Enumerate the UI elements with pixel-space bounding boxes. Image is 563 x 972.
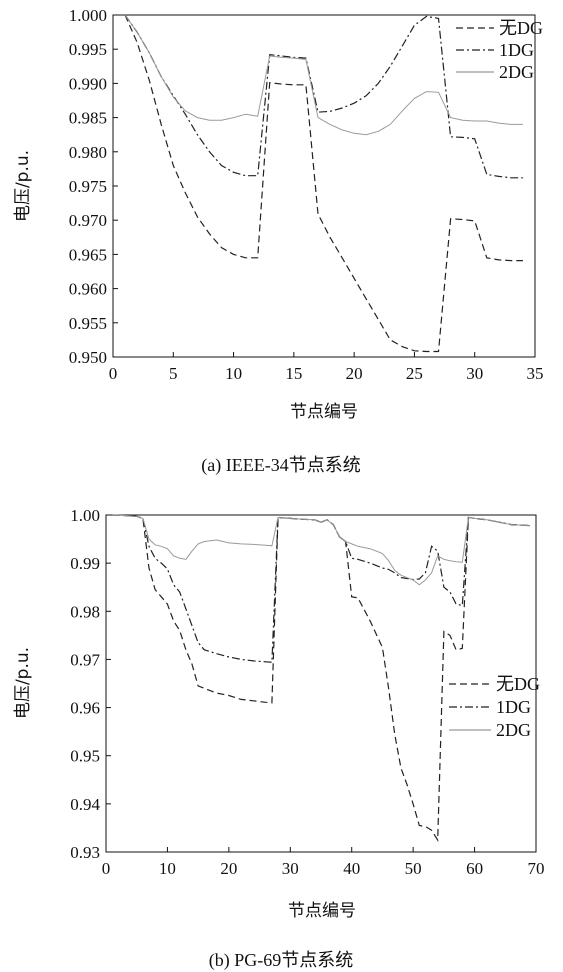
y-tick-label: 0.965 (69, 245, 107, 264)
series-line-2 (124, 14, 523, 179)
y-tick-label: 0.985 (69, 109, 107, 128)
legend-label: 2DG (496, 720, 531, 740)
x-tick-label: 20 (220, 859, 237, 878)
x-tick-label: 35 (527, 364, 544, 383)
x-tick-label: 20 (346, 364, 363, 383)
y-tick-label: 0.975 (69, 177, 107, 196)
y-tick-label: 0.96 (70, 699, 100, 718)
plot-frame (105, 514, 537, 853)
x-tick-label: 25 (406, 364, 423, 383)
x-tick-label: 15 (285, 364, 302, 383)
y-tick-label: 1.00 (70, 506, 100, 525)
x-tick-label: 40 (343, 859, 360, 878)
y-tick-label: 0.955 (69, 314, 107, 333)
y-tick-label: 0.93 (70, 843, 100, 862)
y-tick-label: 0.970 (69, 211, 107, 230)
chart-ieee34: 0.950 0.955 0.960 0.965 0.970 0.975 0.980 0.985… (13, 6, 544, 476)
x-tick-label: 0 (109, 364, 118, 383)
legend-label: 1DG (499, 40, 534, 60)
y-tick-label: 0.98 (70, 602, 100, 621)
x-tick-label: 30 (466, 364, 483, 383)
legend-label: 无DG (496, 674, 540, 694)
series-line-3 (112, 514, 530, 586)
y-axis: 0.950 0.955 0.960 0.965 0.970 0.975 0.980 0.985… (69, 6, 118, 367)
x-axis: 0 5 10 15 20 25 30 35 (109, 352, 544, 383)
x-tick-label: 10 (225, 364, 242, 383)
y-axis-label: 电压/p.u. (13, 647, 33, 719)
y-tick-label: 0.99 (70, 554, 100, 573)
y-axis: 0.93 0.94 0.95 0.96 0.97 0.98 0.99 1.00 (70, 506, 111, 862)
x-tick-label: 60 (466, 859, 483, 878)
chart-pg69: 0.93 0.94 0.95 0.96 0.97 0.98 0.99 1.00 0 10 20 30… (13, 506, 545, 971)
x-axis-label: 节点编号 (290, 402, 358, 422)
y-axis-label: 电压/p.u. (13, 150, 33, 222)
y-tick-label: 0.950 (69, 348, 107, 367)
series-line-3 (124, 14, 523, 136)
x-axis: 0 10 20 30 40 50 60 70 (102, 847, 545, 878)
y-tick-label: 1.000 (69, 6, 107, 25)
x-tick-label: 50 (405, 859, 422, 878)
chart-caption: (a) IEEE-34节点系统 (201, 455, 360, 476)
y-tick-label: 0.97 (70, 650, 100, 669)
plot-frame (112, 14, 536, 358)
x-tick-label: 30 (282, 859, 299, 878)
legend-label: 1DG (496, 697, 531, 717)
y-tick-label: 0.94 (70, 795, 100, 814)
y-tick-label: 0.95 (70, 747, 100, 766)
x-tick-label: 0 (102, 859, 111, 878)
legend-label: 2DG (499, 62, 534, 82)
series-line-2 (112, 514, 530, 663)
x-axis-label: 节点编号 (288, 901, 356, 921)
series-lines (124, 14, 523, 353)
legend-label: 无DG (499, 18, 543, 38)
x-tick-label: 5 (169, 364, 178, 383)
y-tick-label: 0.990 (69, 74, 107, 93)
series-line-1 (112, 514, 530, 842)
legend: 无DG 1DG 2DG (449, 674, 540, 740)
x-tick-label: 10 (159, 859, 176, 878)
x-tick-label: 70 (528, 859, 545, 878)
series-line-1 (124, 14, 523, 353)
chart-caption: (b) PG-69节点系统 (209, 950, 354, 971)
series-lines (112, 514, 530, 842)
y-tick-label: 0.960 (69, 280, 107, 299)
y-tick-label: 0.995 (69, 40, 107, 59)
y-tick-label: 0.980 (69, 143, 107, 162)
